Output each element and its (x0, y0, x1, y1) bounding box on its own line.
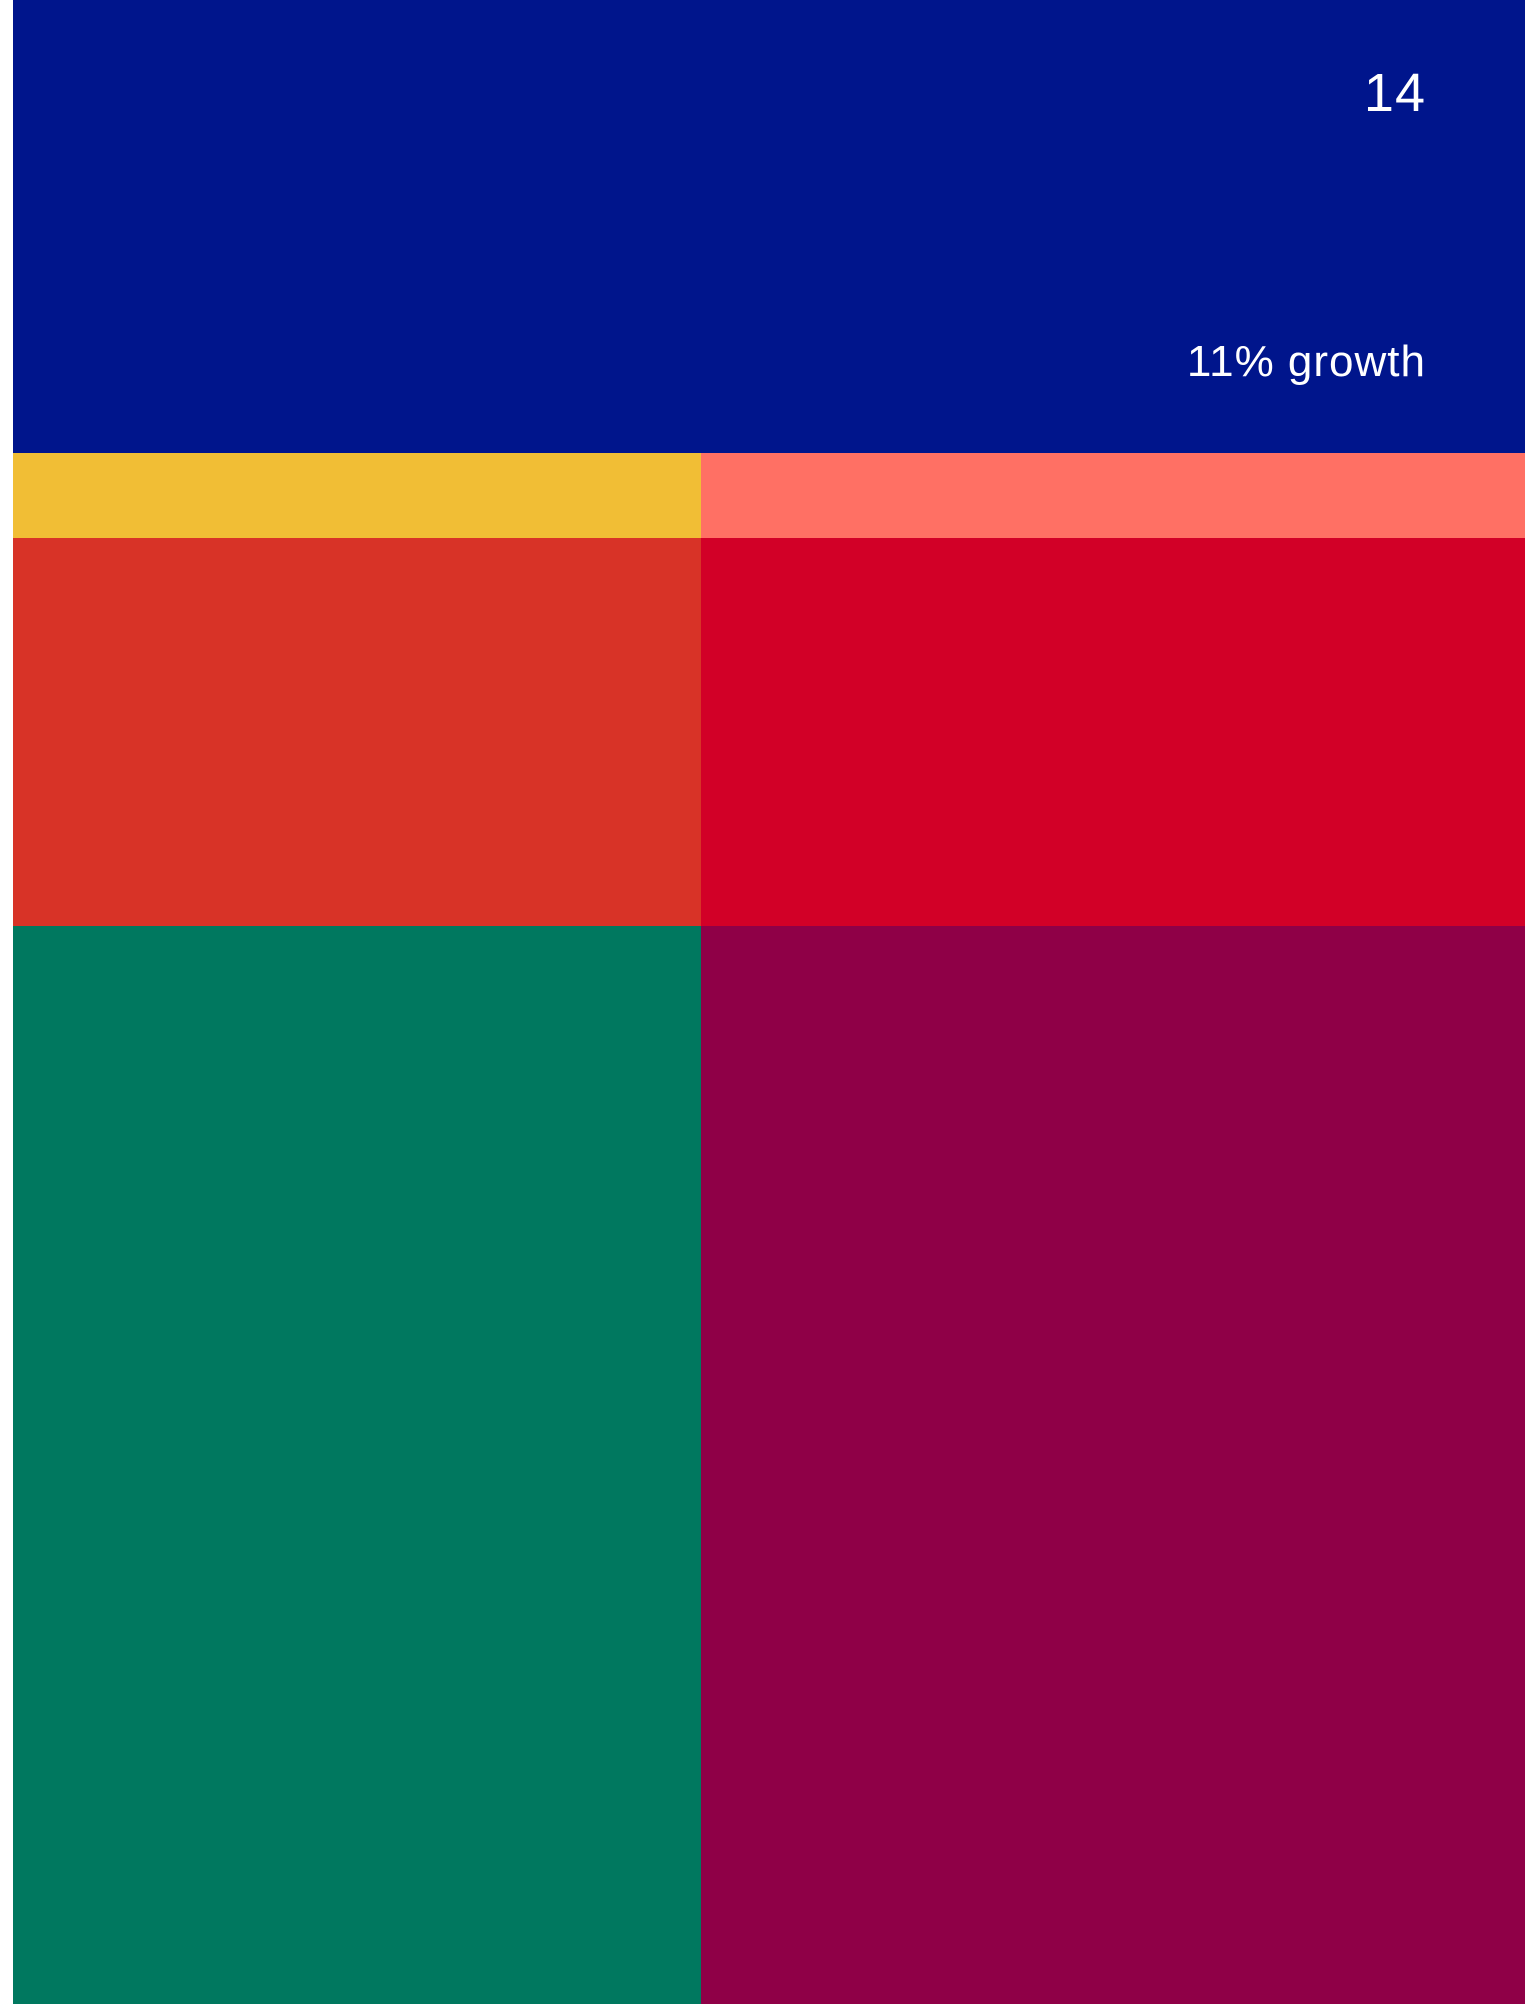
growth-label: 11% growth (1186, 337, 1426, 386)
orange-red-block (13, 538, 701, 926)
header-block: 14 11% growth (13, 0, 1525, 453)
green-block (13, 926, 701, 2004)
yellow-block (13, 453, 701, 538)
maroon-block (701, 926, 1525, 2004)
red-block (701, 538, 1525, 926)
page: 14 11% growth (13, 0, 1525, 2004)
salmon-block (701, 453, 1525, 538)
page-number: 14 (1363, 63, 1426, 123)
